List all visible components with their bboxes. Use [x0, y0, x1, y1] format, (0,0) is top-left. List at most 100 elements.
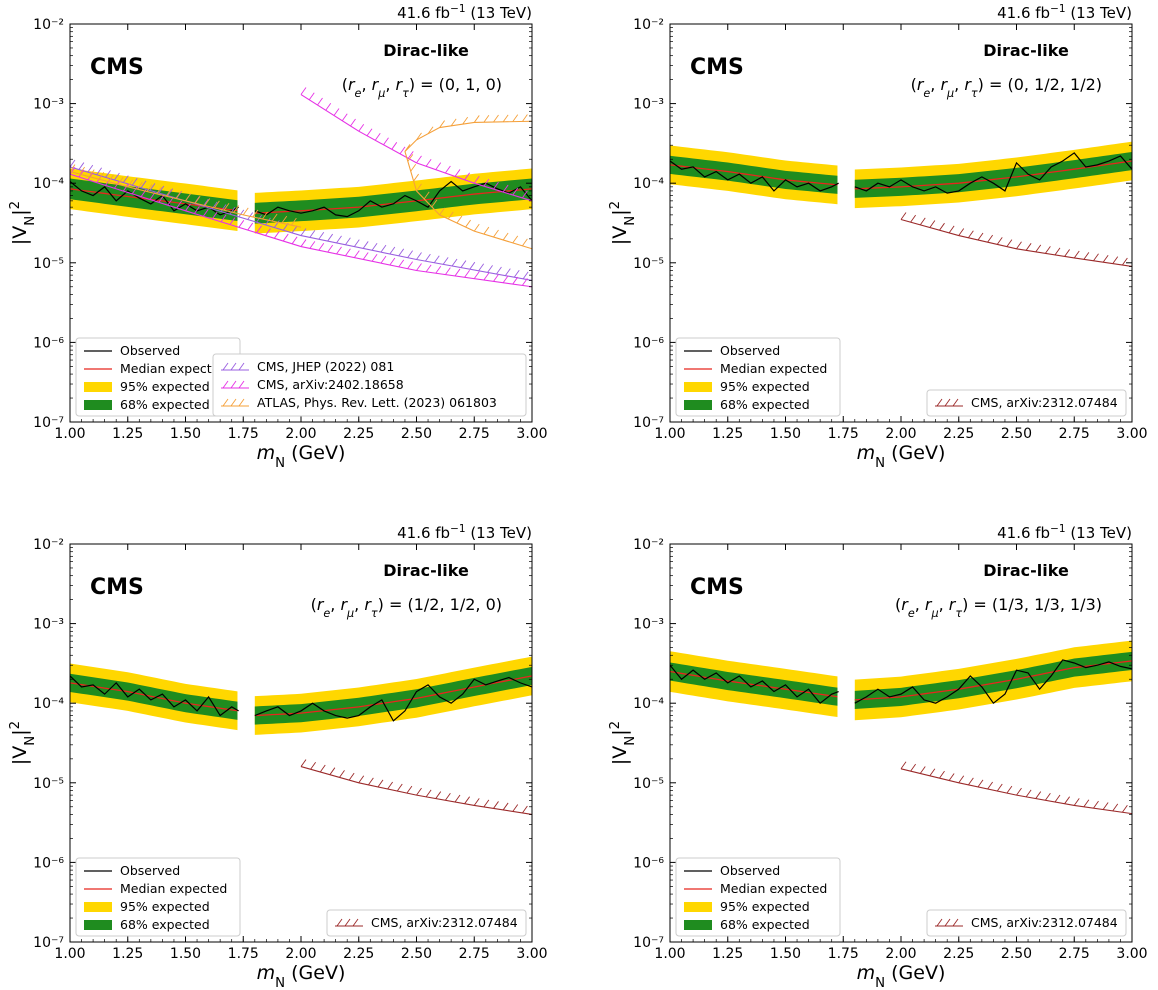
legend-reference-hatch: [238, 380, 245, 389]
reference-hatch: [406, 785, 413, 794]
band-95-expected: [70, 656, 532, 735]
reference-hatch: [1112, 803, 1119, 812]
reference-hatch: [1122, 257, 1128, 266]
x-tick-label: 1.25: [712, 946, 743, 962]
reference-hatch: [105, 170, 111, 178]
legend-entry: 95% expected: [720, 379, 810, 394]
reference-hatch: [416, 183, 422, 192]
x-tick-label: 2.75: [459, 426, 490, 442]
reference-hatch: [512, 114, 519, 122]
reference-hatch: [70, 164, 76, 172]
legend-reference-entry: CMS, arXiv:2312.07484: [971, 915, 1118, 930]
couplings-label: (re, rμ, rτ) = (1/2, 1/2, 0): [311, 595, 502, 620]
reference-hatch: [175, 191, 182, 199]
cms-label: CMS: [90, 575, 144, 600]
y-tick-label: 10⁻⁴: [33, 176, 64, 192]
reference-hatch: [465, 219, 471, 228]
legend-entry: 95% expected: [720, 899, 810, 914]
legend-entry: Median expected: [120, 881, 227, 896]
reference-hatch: [404, 144, 411, 152]
reference-hatch: [464, 270, 470, 278]
reference-hatch: [391, 142, 398, 150]
reference-hatch: [1035, 244, 1042, 253]
reference-hatch: [131, 177, 138, 186]
x-tick-label: 1.25: [112, 426, 143, 442]
legend-reference-entry: CMS, JHEP (2022) 081: [257, 359, 394, 374]
reference-hatch: [454, 268, 461, 277]
reference-hatch: [238, 220, 245, 228]
reference-hatch: [900, 761, 907, 770]
reference-hatch: [309, 230, 316, 238]
reference-hatch: [1064, 796, 1070, 804]
reference-hatch: [410, 163, 417, 172]
reference-hatch: [522, 278, 528, 286]
reference-hatch: [317, 97, 323, 106]
reference-hatch: [282, 233, 289, 242]
band-68-expected: [670, 651, 1132, 709]
reference-hatch: [425, 789, 432, 798]
reference-hatch: [910, 763, 916, 772]
reference-hatch: [318, 231, 325, 240]
reference-hatch: [445, 793, 451, 801]
reference-hatch: [450, 118, 457, 127]
x-axis-label: mN (GeV): [257, 962, 346, 990]
reference-hatch: [345, 237, 351, 246]
reference-hatch: [502, 184, 509, 193]
reference-hatch: [256, 225, 262, 234]
reference-hatch: [464, 172, 470, 181]
reference-hatch: [233, 205, 239, 213]
reference-hatch: [431, 199, 438, 208]
reference-hatch: [149, 183, 156, 191]
reference-hatch: [413, 173, 419, 182]
reference-hatch: [483, 226, 490, 235]
x-tick-label: 2.25: [343, 946, 374, 962]
y-tick-label: 10⁻⁴: [33, 696, 64, 712]
observed-line: [854, 659, 1132, 705]
legend-reference-hatch: [238, 398, 245, 407]
observed-line: [670, 664, 839, 705]
y-tick-label: 10⁻³: [633, 97, 664, 113]
couplings-label: (re, rμ, rτ) = (1/3, 1/3, 1/3): [895, 595, 1102, 620]
legend-entry: Observed: [120, 343, 180, 358]
reference-hatch: [425, 159, 432, 167]
legend-reference-hatch: [952, 918, 959, 927]
legend-reference-hatch: [222, 380, 229, 389]
x-tick-label: 2.50: [1001, 426, 1032, 442]
x-tick-label: 2.75: [1059, 946, 1090, 962]
reference-hatch: [353, 239, 360, 247]
reference-hatch: [483, 799, 490, 808]
reference-hatch: [271, 213, 278, 222]
reference-hatch: [996, 237, 1003, 245]
reference-hatch: [987, 234, 993, 243]
legend-entry: Median expected: [120, 361, 227, 376]
reference-hatch: [407, 154, 414, 162]
x-tick-label: 1.50: [170, 426, 201, 442]
reference-hatch: [425, 253, 431, 262]
y-tick-label: 10⁻⁶: [633, 335, 664, 351]
reference-hatch: [327, 244, 334, 253]
model-label: Dirac-like: [383, 561, 469, 580]
legend-reference-entry: CMS, arXiv:2312.07484: [971, 395, 1118, 410]
reference-hatch: [398, 259, 405, 268]
reference-hatch: [220, 214, 227, 223]
reference-hatch: [96, 167, 103, 176]
reference-hatch: [336, 246, 342, 255]
y-tick-label: 10⁻²: [33, 17, 64, 33]
x-tick-label: 2.00: [885, 946, 916, 962]
legend-reference-hatch: [238, 362, 245, 371]
legend-entry: 68% expected: [120, 917, 210, 932]
reference-hatch: [407, 261, 413, 269]
x-tick-label: 1.00: [54, 946, 85, 962]
reference-hatch: [423, 191, 430, 200]
x-tick-label: 1.25: [112, 946, 143, 962]
legend-swatch-95: [84, 382, 112, 392]
reference-hatch: [223, 202, 230, 211]
reference-hatch: [1102, 802, 1109, 810]
reference-hatch: [114, 172, 120, 181]
reference-hatch: [300, 228, 307, 236]
legend-entry: Observed: [720, 343, 780, 358]
reference-hatch: [502, 232, 509, 241]
reference-hatch: [156, 186, 162, 195]
reference-hatch: [473, 223, 480, 232]
y-tick-label: 10⁻⁴: [633, 176, 664, 192]
